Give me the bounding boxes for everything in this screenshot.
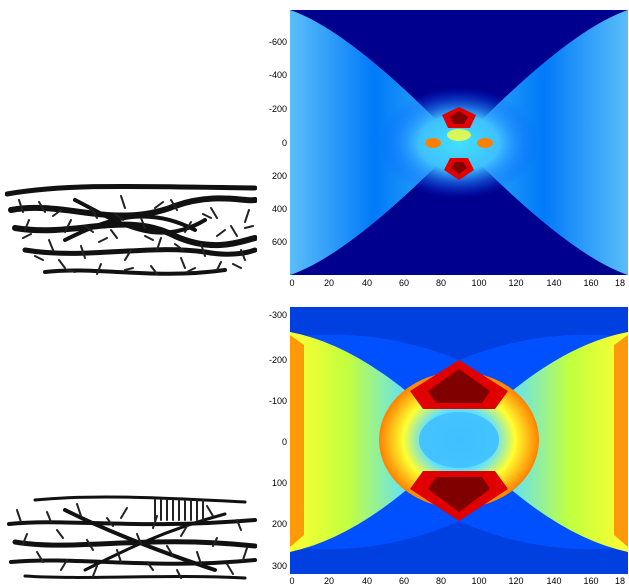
heatmap-panel-top xyxy=(290,10,628,275)
x-tick: 100 xyxy=(471,278,487,288)
x-tick: 60 xyxy=(398,278,409,288)
x-tick: 140 xyxy=(546,278,562,288)
x-tick: 0 xyxy=(289,278,295,288)
x-tick: 80 xyxy=(435,278,446,288)
x-tick: 140 xyxy=(546,576,562,586)
x-tick: 18 xyxy=(614,278,625,288)
y-tick: 0 xyxy=(281,138,287,148)
x-tick: 0 xyxy=(289,576,295,586)
vessel-network-image-top xyxy=(5,180,257,292)
x-tick: 160 xyxy=(583,576,599,586)
y-tick: -300 xyxy=(268,310,287,320)
x-tick: 80 xyxy=(435,576,446,586)
y-tick: -400 xyxy=(268,70,287,80)
heatmap-panel-bottom xyxy=(290,307,628,574)
y-tick: 300 xyxy=(271,561,287,571)
y-tick: -100 xyxy=(268,396,287,406)
x-tick: 100 xyxy=(471,576,487,586)
vessel-network-image-bottom xyxy=(5,490,257,584)
y-tick: -200 xyxy=(268,104,287,114)
x-tick: 60 xyxy=(398,576,409,586)
y-tick: 0 xyxy=(281,437,287,447)
x-tick: 120 xyxy=(508,278,524,288)
y-tick: 400 xyxy=(271,204,287,214)
y-tick: 100 xyxy=(271,478,287,488)
y-tick: -200 xyxy=(268,355,287,365)
x-tick: 18 xyxy=(614,576,625,586)
x-tick: 20 xyxy=(323,278,334,288)
y-tick: 200 xyxy=(271,171,287,181)
y-tick: 200 xyxy=(271,519,287,529)
y-tick: -600 xyxy=(268,37,287,47)
x-tick: 120 xyxy=(508,576,524,586)
x-tick: 40 xyxy=(361,576,372,586)
x-tick: 160 xyxy=(583,278,599,288)
x-tick: 40 xyxy=(361,278,372,288)
x-tick: 20 xyxy=(323,576,334,586)
y-tick: 600 xyxy=(271,237,287,247)
